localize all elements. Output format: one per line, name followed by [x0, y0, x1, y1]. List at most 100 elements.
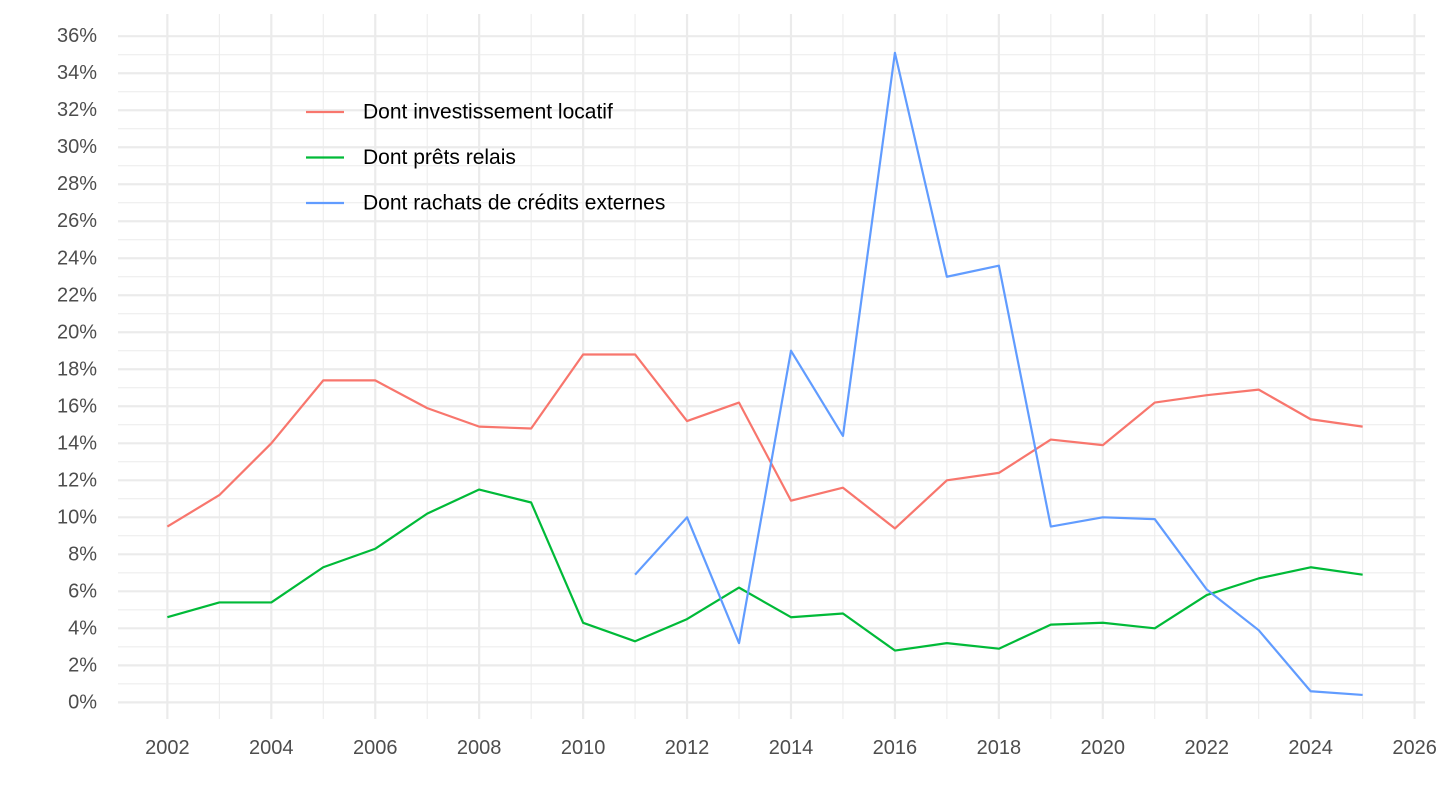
- data-point: [1256, 628, 1261, 633]
- x-tick-label: 2016: [873, 737, 918, 759]
- x-tick-label: 2006: [353, 737, 398, 759]
- x-tick-label: 2024: [1288, 737, 1333, 759]
- data-point: [788, 498, 793, 503]
- x-tick-label: 2022: [1184, 737, 1229, 759]
- data-point: [1048, 622, 1053, 627]
- data-point: [529, 426, 534, 431]
- y-tick-label: 16%: [57, 395, 97, 417]
- y-tick-label: 28%: [57, 173, 97, 195]
- y-tick-label: 34%: [57, 62, 97, 84]
- data-point: [529, 500, 534, 505]
- x-tick-label: 2012: [665, 737, 710, 759]
- major-gridlines: [118, 14, 1425, 719]
- data-point: [373, 378, 378, 383]
- data-point: [1360, 424, 1365, 429]
- y-tick-label: 8%: [68, 543, 97, 565]
- data-point: [581, 620, 586, 625]
- x-tick-label: 2002: [145, 737, 190, 759]
- x-axis-labels: 2002 2004 2006 2008 2010 2012 2014 2016 2018 2020…: [145, 737, 1437, 759]
- data-point: [840, 485, 845, 490]
- data-point: [165, 615, 170, 620]
- legend-label: Dont rachats de crédits externes: [363, 192, 665, 215]
- data-point: [737, 641, 742, 646]
- data-point: [633, 572, 638, 577]
- x-tick-label: 2004: [249, 737, 294, 759]
- data-point: [1048, 437, 1053, 442]
- data-point: [477, 487, 482, 492]
- data-point: [996, 470, 1001, 475]
- data-point: [477, 424, 482, 429]
- data-point: [1360, 692, 1365, 697]
- data-point: [840, 433, 845, 438]
- data-point: [425, 406, 430, 411]
- data-point: [425, 511, 430, 516]
- data-point: [892, 648, 897, 653]
- data-point: [1100, 620, 1105, 625]
- data-point: [1256, 576, 1261, 581]
- data-point: [1204, 593, 1209, 598]
- series-line-3: [634, 51, 1363, 697]
- y-tick-label: 30%: [57, 136, 97, 158]
- y-tick-label: 2%: [68, 654, 97, 676]
- y-tick-label: 20%: [57, 321, 97, 343]
- data-point: [269, 600, 274, 605]
- x-tick-label: 2014: [769, 737, 814, 759]
- legend-label: Dont investissement locatif: [363, 101, 613, 124]
- data-point: [996, 646, 1001, 651]
- data-point: [1308, 565, 1313, 570]
- data-point: [1360, 572, 1365, 577]
- data-point: [321, 378, 326, 383]
- data-point: [1048, 524, 1053, 529]
- data-point: [217, 600, 222, 605]
- data-point: [685, 515, 690, 520]
- data-point: [1204, 393, 1209, 398]
- x-tick-label: 2008: [457, 737, 502, 759]
- x-tick-label: 2020: [1081, 737, 1126, 759]
- data-point: [1204, 587, 1209, 592]
- data-point: [996, 263, 1001, 268]
- series-line-1: [166, 353, 1363, 530]
- data-point: [321, 565, 326, 570]
- data-point: [269, 441, 274, 446]
- y-tick-label: 26%: [57, 210, 97, 232]
- y-axis-labels: 0% 2% 4% 6% 8% 10% 12% 14% 16% 18% 20% 22% 24% 26% 28%…: [57, 25, 97, 713]
- data-point: [633, 352, 638, 357]
- legend: Dont investissement locatif Dont prêts re…: [306, 101, 665, 215]
- x-tick-label: 2026: [1392, 737, 1437, 759]
- data-point: [1256, 387, 1261, 392]
- y-tick-label: 22%: [57, 284, 97, 306]
- series-line-2: [167, 488, 1363, 652]
- data-point: [892, 526, 897, 531]
- data-point: [1152, 517, 1157, 522]
- data-point: [1100, 515, 1105, 520]
- series-lines: [165, 51, 1365, 697]
- data-point: [737, 585, 742, 590]
- y-tick-label: 18%: [57, 358, 97, 380]
- data-point: [840, 611, 845, 616]
- y-tick-label: 14%: [57, 432, 97, 454]
- y-tick-label: 10%: [57, 506, 97, 528]
- y-tick-label: 4%: [68, 617, 97, 639]
- x-tick-label: 2018: [977, 737, 1022, 759]
- data-point: [217, 493, 222, 498]
- y-tick-label: 0%: [68, 691, 97, 713]
- y-tick-label: 32%: [57, 99, 97, 121]
- data-point: [165, 524, 170, 529]
- legend-label: Dont prêts relais: [363, 146, 516, 169]
- data-point: [1308, 689, 1313, 694]
- data-point: [737, 400, 742, 405]
- data-point: [788, 615, 793, 620]
- data-point: [944, 274, 949, 279]
- data-point: [633, 639, 638, 644]
- data-point: [1152, 626, 1157, 631]
- data-point: [944, 641, 949, 646]
- y-tick-label: 36%: [57, 25, 97, 47]
- y-tick-label: 12%: [57, 469, 97, 491]
- y-tick-label: 24%: [57, 247, 97, 269]
- data-point: [944, 478, 949, 483]
- data-point: [1100, 443, 1105, 448]
- x-tick-label: 2010: [561, 737, 606, 759]
- y-tick-label: 6%: [68, 580, 97, 602]
